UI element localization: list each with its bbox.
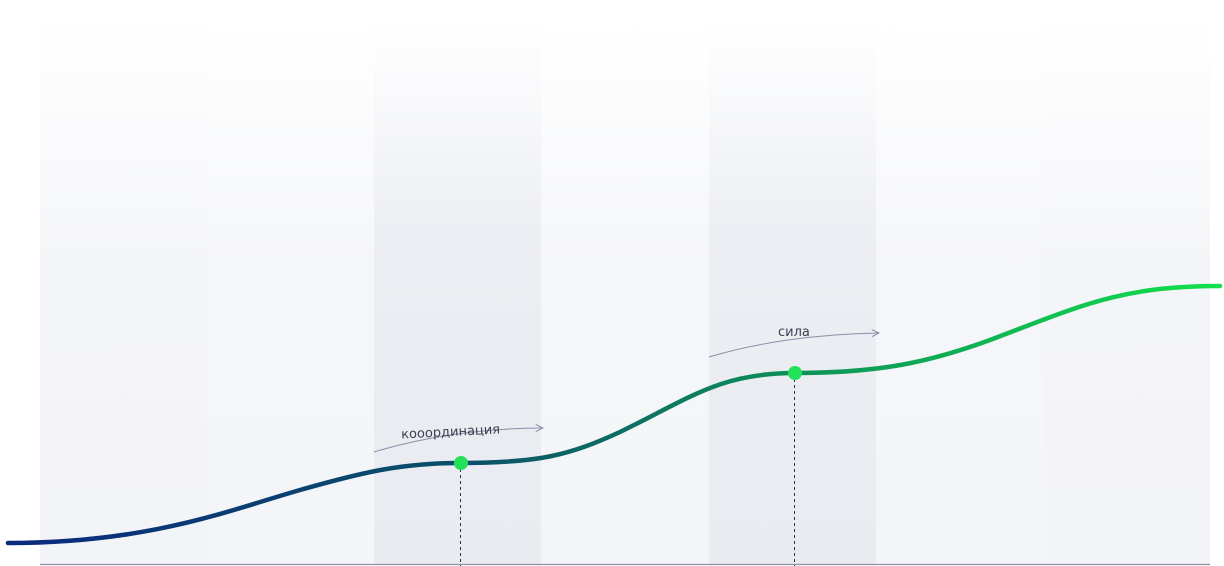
- band-3: [374, 20, 541, 564]
- band-4: [541, 20, 709, 564]
- marker-coordination: [454, 456, 468, 470]
- annotation-arrow-2: [708, 333, 879, 358]
- annotation-arrow-1: [373, 428, 543, 453]
- band-6: [876, 20, 1043, 564]
- band-2: [207, 20, 374, 564]
- annotation-label-strength: сила: [778, 325, 810, 340]
- marker-strength: [788, 366, 802, 380]
- band-1: [40, 20, 207, 564]
- background-bands: [40, 20, 1210, 564]
- annotation-label-coordination: кооординация: [401, 422, 501, 442]
- growth-curve: [5, 283, 1223, 546]
- band-5: [709, 20, 876, 564]
